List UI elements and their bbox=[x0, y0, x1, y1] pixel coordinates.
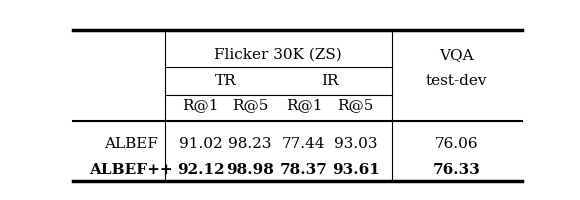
Text: ALBEF++: ALBEF++ bbox=[89, 163, 173, 177]
Text: 76.06: 76.06 bbox=[435, 137, 478, 151]
Text: R@1: R@1 bbox=[286, 99, 322, 113]
Text: Flicker 30K (ZS): Flicker 30K (ZS) bbox=[214, 48, 342, 62]
Text: 93.61: 93.61 bbox=[332, 163, 380, 177]
Text: TR: TR bbox=[215, 74, 236, 88]
Text: test-dev: test-dev bbox=[426, 74, 488, 88]
Text: 92.12: 92.12 bbox=[177, 163, 224, 177]
Text: R@5: R@5 bbox=[232, 99, 268, 113]
Text: 98.23: 98.23 bbox=[229, 137, 272, 151]
Text: 78.37: 78.37 bbox=[280, 163, 328, 177]
Text: 77.44: 77.44 bbox=[282, 137, 326, 151]
Text: R@1: R@1 bbox=[182, 99, 219, 113]
Text: 93.03: 93.03 bbox=[334, 137, 378, 151]
Text: 76.33: 76.33 bbox=[433, 163, 481, 177]
Text: ALBEF: ALBEF bbox=[104, 137, 158, 151]
Text: VQA: VQA bbox=[440, 48, 474, 62]
Text: R@5: R@5 bbox=[338, 99, 374, 113]
Text: IR: IR bbox=[321, 74, 339, 88]
Text: 91.02: 91.02 bbox=[179, 137, 223, 151]
Text: 98.98: 98.98 bbox=[226, 163, 274, 177]
